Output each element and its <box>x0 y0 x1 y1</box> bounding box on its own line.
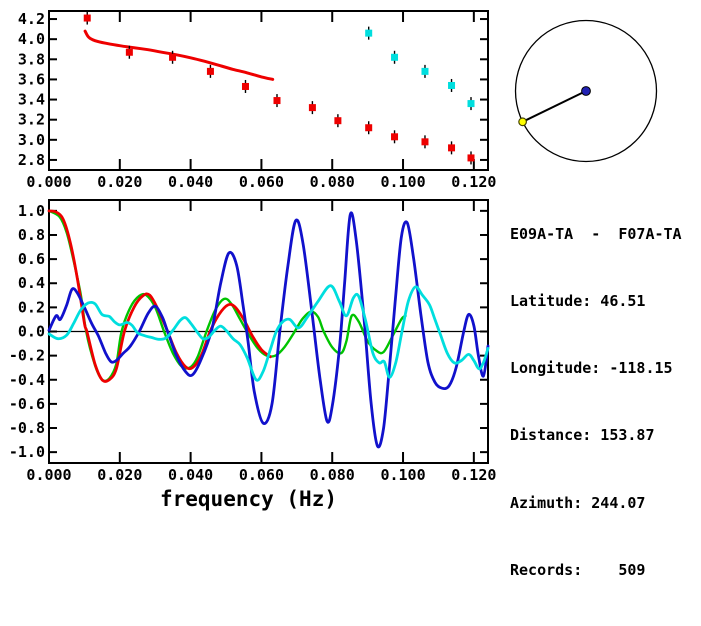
measured-branch-cyan-marker <box>391 53 399 61</box>
curve-red <box>47 209 272 383</box>
x-axis-title: frequency (Hz) <box>160 487 337 511</box>
y-tick-label: 0.0 <box>18 323 45 341</box>
x-tick-label: 0.040 <box>168 466 213 484</box>
dial-circle <box>514 19 658 163</box>
measured-branch-red-marker <box>467 154 475 162</box>
info-line-distance: Distance: 153.87 <box>510 426 655 445</box>
x-tick-label: 0.020 <box>97 173 142 191</box>
measured-branch-red-marker <box>421 138 429 146</box>
measured-branch-red-marker <box>169 53 177 61</box>
measured-branch-red-marker <box>365 124 373 132</box>
x-tick-label: 0.080 <box>310 466 355 484</box>
y-tick-label: 3.4 <box>18 91 45 109</box>
measured-branch-cyan-marker <box>365 29 373 37</box>
curve-blue <box>47 211 490 449</box>
measured-branch-red-marker <box>334 117 342 125</box>
info-line-azimuth: Azimuth: 244.07 <box>510 493 646 512</box>
dial-pointer <box>522 90 587 123</box>
info-line-records: Records: 509 <box>510 560 646 579</box>
y-tick-label: 1.0 <box>18 202 45 220</box>
y-tick-label: 3.6 <box>18 70 45 88</box>
y-tick-label: 0.4 <box>18 274 45 292</box>
measured-branch-red-marker <box>241 82 249 90</box>
plots-canvas: 0.000 0.020 0.040 0.060 0.080 0.100 0.120 2.8 3.… <box>9 10 658 511</box>
measured-branch-red-marker <box>308 104 316 112</box>
y-tick-label: 0.8 <box>18 226 45 244</box>
measured-branch-cyan-marker <box>467 100 475 108</box>
curve-cyan <box>47 284 490 382</box>
info-line-latitude: Latitude: 46.51 <box>510 292 646 311</box>
x-tick-label: 0.060 <box>239 173 284 191</box>
dispersion-plot-frame <box>48 10 489 171</box>
y-tick-label: -0.6 <box>9 395 45 413</box>
x-tick-label: 0.020 <box>97 466 142 484</box>
y-tick-label: -0.4 <box>9 371 45 389</box>
measured-branch-red-marker <box>391 133 399 141</box>
info-line-longitude: Longitude: -118.15 <box>510 359 673 378</box>
measured-branch-red-marker <box>83 14 91 22</box>
x-tick-label: 0.080 <box>310 173 355 191</box>
x-tick-label: 0.100 <box>380 466 425 484</box>
y-tick-label: 2.8 <box>18 151 45 169</box>
measured-branch-red-marker <box>273 97 281 105</box>
measured-branch-red-marker <box>448 144 456 152</box>
measured-branch-red-marker <box>125 48 133 56</box>
y-tick-label: 3.2 <box>18 111 45 129</box>
y-tick-label: -0.2 <box>9 347 45 365</box>
y-tick-label: 0.6 <box>18 250 45 268</box>
model-curve <box>83 29 275 81</box>
curve-green <box>47 209 407 383</box>
y-tick-label: 3.0 <box>18 131 45 149</box>
y-tick-label: 3.8 <box>18 50 45 68</box>
y-tick-label: 4.0 <box>18 30 45 48</box>
measured-branch-red-marker <box>206 67 214 75</box>
y-tick-label: 0.2 <box>18 298 45 316</box>
y-tick-label: -0.8 <box>9 419 45 437</box>
x-tick-label: 0.000 <box>26 173 71 191</box>
x-tick-label: 0.040 <box>168 173 213 191</box>
x-tick-label: 0.100 <box>380 173 425 191</box>
y-tick-label: 4.2 <box>18 10 45 28</box>
x-tick-label: 0.060 <box>239 466 284 484</box>
dial-azimuth-dot <box>518 117 527 127</box>
figure-root: 0.000 0.020 0.040 0.060 0.080 0.100 0.120 2.8 3.… <box>8 10 682 579</box>
station-pair-title: E09A-TA - F07A-TA <box>510 224 682 243</box>
dial-center-dot <box>581 86 591 96</box>
y-tick-label: -1.0 <box>9 443 45 461</box>
x-tick-label: 0.120 <box>451 466 496 484</box>
measured-branch-cyan-marker <box>448 81 456 89</box>
info-panel: E09A-TA - F07A-TA Latitude: 46.51 Longit… <box>510 178 700 626</box>
x-tick-label: 0.000 <box>26 466 71 484</box>
x-tick-label: 0.120 <box>451 173 496 191</box>
measured-branch-cyan-marker <box>421 67 429 75</box>
